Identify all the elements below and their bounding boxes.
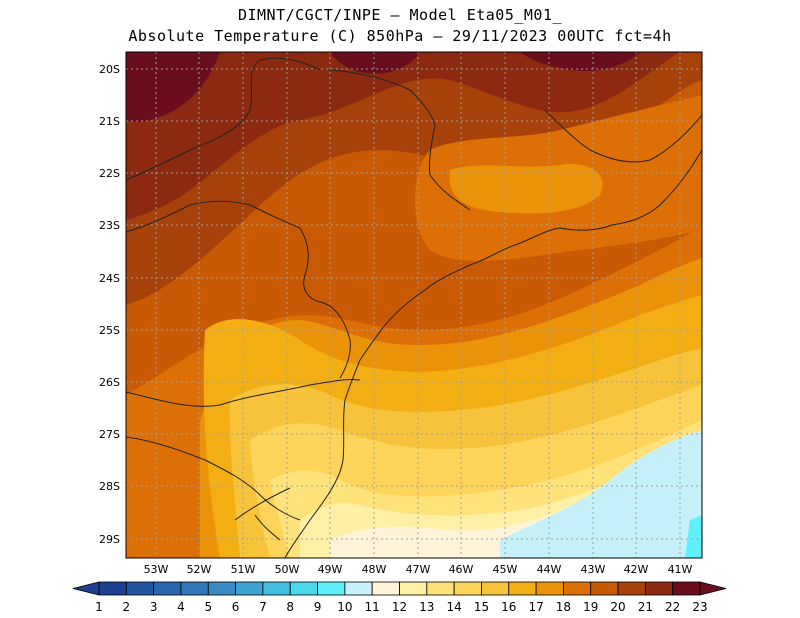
colorbar-label: 16	[501, 600, 516, 614]
lon-label: 49W	[318, 563, 343, 576]
colorbar-label: 6	[232, 600, 240, 614]
colorbar-label: 3	[150, 600, 158, 614]
colorbar-segment	[590, 581, 619, 596]
colorbar-segment	[508, 581, 537, 596]
colorbar-label: 12	[392, 600, 407, 614]
colorbar-label: 22	[665, 600, 680, 614]
colorbar	[72, 581, 727, 596]
colorbar-segment	[453, 581, 482, 596]
latitude-labels: 20S 21S 22S 23S 24S 25S 26S 27S 28S 29S	[99, 63, 120, 546]
colorbar-label: 7	[259, 600, 267, 614]
lat-label: 24S	[99, 272, 120, 285]
lon-label: 41W	[668, 563, 693, 576]
colorbar-segment	[125, 581, 155, 596]
colorbar-label: 1	[95, 600, 103, 614]
lon-label: 53W	[144, 563, 169, 576]
lat-label: 28S	[99, 480, 120, 493]
lat-label: 25S	[99, 324, 120, 337]
lon-label: 51W	[231, 563, 256, 576]
colorbar-label: 13	[419, 600, 434, 614]
colorbar-label: 21	[638, 600, 653, 614]
colorbar-labels: 1 2 3 4 5 6 7 8 9 10 11 12 13 14 15 16 17 18 19 20 21 22 23	[95, 600, 707, 614]
colorbar-arrow-right	[699, 581, 727, 596]
colorbar-segment	[617, 581, 646, 596]
colorbar-segment	[426, 581, 455, 596]
lat-label: 21S	[99, 115, 120, 128]
lon-label: 47W	[406, 563, 431, 576]
lon-label: 42W	[624, 563, 649, 576]
title-line-1: DIMNT/CGCT/INPE – Model Eta05_M01_	[237, 6, 563, 24]
colorbar-segment	[262, 581, 291, 596]
lat-label: 22S	[99, 167, 120, 180]
borders-coastline	[126, 57, 702, 558]
colorbar-segment	[481, 581, 510, 596]
colorbar-label: 10	[337, 600, 352, 614]
lat-label: 29S	[99, 533, 120, 546]
colorbar-label: 9	[314, 600, 322, 614]
colorbar-segment	[644, 581, 674, 596]
colorbar-label: 19	[583, 600, 598, 614]
colorbar-segment	[98, 581, 127, 596]
title-line-2: Absolute Temperature (C) 850hPa – 29/11/…	[128, 27, 672, 45]
lon-label: 43W	[581, 563, 606, 576]
colorbar-segment	[153, 581, 182, 596]
colorbar-label: 18	[556, 600, 571, 614]
temperature-field	[126, 52, 702, 558]
lon-label: 50W	[275, 563, 300, 576]
lon-label: 45W	[493, 563, 518, 576]
colorbar-segment	[235, 581, 264, 596]
colorbar-label: 14	[446, 600, 461, 614]
colorbar-label: 20	[610, 600, 625, 614]
colorbar-segment	[289, 581, 318, 596]
colorbar-segment	[207, 581, 236, 596]
colorbar-label: 23	[692, 600, 707, 614]
colorbar-label: 4	[177, 600, 185, 614]
lat-label: 27S	[99, 428, 120, 441]
colorbar-label: 2	[122, 600, 130, 614]
colorbar-segment	[399, 581, 428, 596]
colorbar-segment	[180, 581, 209, 596]
colorbar-label: 11	[365, 600, 380, 614]
map-frame	[125, 51, 703, 559]
colorbar-label: 15	[474, 600, 489, 614]
lon-label: 48W	[362, 563, 387, 576]
lon-label: 44W	[537, 563, 562, 576]
colorbar-label: 8	[286, 600, 294, 614]
colorbar-segment	[672, 581, 701, 596]
colorbar-segment	[563, 581, 592, 596]
lon-label: 52W	[187, 563, 212, 576]
colorbar-segment	[371, 581, 400, 596]
colorbar-label: 17	[528, 600, 543, 614]
map-grid	[126, 52, 702, 558]
longitude-labels: 53W 52W 51W 50W 49W 48W 47W 46W 45W 44W …	[144, 563, 693, 576]
colorbar-segment	[535, 581, 564, 596]
lat-label: 20S	[99, 63, 120, 76]
lat-label: 23S	[99, 219, 120, 232]
colorbar-segment	[317, 581, 346, 596]
lat-label: 26S	[99, 376, 120, 389]
colorbar-arrow-left	[72, 581, 100, 596]
colorbar-segment	[344, 581, 373, 596]
lon-label: 46W	[449, 563, 474, 576]
colorbar-label: 5	[204, 600, 212, 614]
